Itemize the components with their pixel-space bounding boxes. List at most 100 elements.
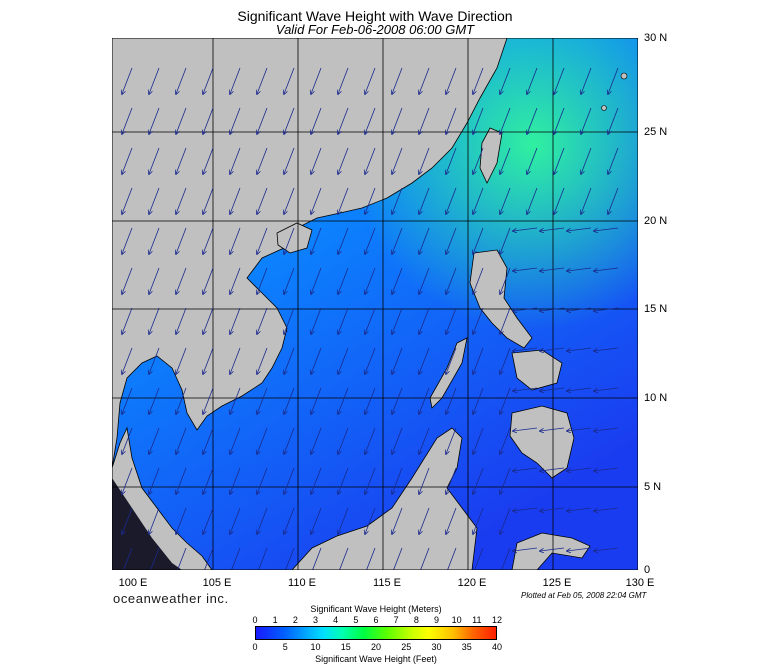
wave-direction-arrow [311, 227, 322, 254]
wave-direction-arrow [338, 67, 349, 94]
wave-direction-arrow [311, 267, 322, 294]
wave-direction-arrow [311, 187, 322, 214]
wave-direction-arrow [311, 107, 322, 134]
colorbar-title-feet: Significant Wave Height (Feet) [315, 654, 437, 664]
wave-direction-arrow [608, 147, 619, 174]
wave-direction-arrow [311, 67, 322, 94]
wave-direction-arrow [149, 227, 160, 254]
wave-direction-arrow [311, 147, 322, 174]
wave-direction-arrow [540, 467, 565, 471]
mindanao-island [509, 405, 575, 479]
wave-direction-arrow [594, 307, 619, 311]
wave-direction-arrow [554, 107, 565, 134]
wave-direction-arrow [122, 387, 133, 414]
wave-direction-arrow [203, 507, 214, 534]
wave-direction-arrow [540, 507, 565, 511]
wave-direction-arrow [257, 227, 268, 254]
wave-direction-arrow [284, 307, 295, 334]
wave-direction-arrow [338, 147, 349, 174]
lon-label-125e: 125 E [542, 577, 572, 589]
wave-direction-arrow [176, 347, 187, 374]
wave-direction-arrow [594, 427, 619, 431]
wave-direction-arrow [122, 467, 133, 494]
wave-direction-arrow [122, 227, 133, 254]
wave-direction-arrow [581, 187, 592, 214]
wave-direction-arrow [581, 107, 592, 134]
lon-label-120e: 120 E [457, 577, 487, 589]
wave-direction-arrow [608, 107, 619, 134]
wave-direction-arrow [500, 507, 511, 534]
colorbar-feet-tick: 35 [461, 642, 472, 652]
wave-direction-arrow [338, 267, 349, 294]
wave-direction-arrow [446, 267, 457, 294]
wave-direction-arrow [446, 387, 457, 414]
wave-direction-arrow [122, 67, 133, 94]
wave-direction-arrow [311, 507, 322, 534]
wave-direction-arrow [392, 507, 403, 534]
lat-label-25n: 25 N [644, 126, 668, 138]
wave-direction-arrow [446, 187, 457, 214]
wave-direction-arrow [284, 147, 295, 174]
wave-direction-arrow [203, 427, 214, 454]
wave-direction-arrow [122, 107, 133, 134]
wave-direction-arrow [419, 147, 430, 174]
wave-direction-arrow [176, 307, 187, 334]
wave-direction-arrow [419, 187, 430, 214]
colorbar-meters-tick: 7 [393, 615, 399, 625]
wave-direction-arrow [473, 227, 484, 254]
wave-direction-arrow [230, 107, 241, 134]
wave-direction-arrow [500, 347, 511, 374]
wave-direction-arrow [338, 107, 349, 134]
sulawesi-island [511, 532, 591, 570]
wave-direction-arrow [149, 307, 160, 334]
wave-direction-arrow [176, 467, 187, 494]
wave-direction-arrow [473, 387, 484, 414]
wave-direction-arrow [473, 347, 484, 374]
colorbar-meters-tick: 6 [373, 615, 379, 625]
wave-direction-arrow [311, 387, 322, 414]
colorbar [255, 626, 497, 640]
colorbar-feet-tick: 15 [340, 642, 351, 652]
wave-direction-arrow [122, 147, 133, 174]
wave-direction-arrow [392, 467, 403, 494]
wave-direction-arrow [567, 227, 592, 231]
wave-direction-arrow [122, 187, 133, 214]
wave-direction-arrow [567, 467, 592, 471]
wave-direction-arrow [365, 347, 376, 374]
wave-direction-arrow [230, 507, 241, 534]
wave-direction-arrow [257, 147, 268, 174]
wave-direction-arrow [554, 67, 565, 94]
wave-direction-arrow [257, 507, 268, 534]
lat-label-0: 0 [644, 564, 651, 576]
wave-direction-arrow [540, 427, 565, 431]
wave-direction-arrow [419, 467, 430, 494]
wave-direction-arrow [446, 307, 457, 334]
colorbar-meters-tick: 5 [353, 615, 359, 625]
wave-direction-arrow [594, 227, 619, 231]
wave-direction-arrow [338, 347, 349, 374]
wave-direction-arrow [338, 467, 349, 494]
wave-direction-arrow [203, 187, 214, 214]
wave-direction-arrow [338, 387, 349, 414]
wave-direction-arrow [554, 147, 565, 174]
luzon-island [469, 249, 533, 349]
lon-label-115e: 115 E [373, 577, 401, 589]
wave-direction-arrow [230, 227, 241, 254]
colorbar-feet-tick: 30 [431, 642, 442, 652]
wave-direction-arrow [540, 307, 565, 311]
wave-direction-arrow [473, 307, 484, 334]
wave-direction-arrow [176, 147, 187, 174]
colorbar-feet-tick: 25 [401, 642, 412, 652]
wave-direction-arrow [365, 387, 376, 414]
wave-direction-arrow [473, 67, 484, 94]
lat-label-20n: 20 N [644, 215, 668, 227]
wave-direction-arrow [540, 347, 565, 351]
wave-direction-arrow [203, 307, 214, 334]
chart-subtitle: Valid For Feb-06-2008 06:00 GMT [275, 22, 475, 37]
wave-direction-arrow [473, 427, 484, 454]
wave-direction-arrow [230, 307, 241, 334]
wave-direction-arrow [230, 347, 241, 374]
oceanweather-logo: oceanweather inc. [113, 591, 229, 606]
wave-direction-arrow [500, 147, 511, 174]
wave-direction-arrow [581, 147, 592, 174]
